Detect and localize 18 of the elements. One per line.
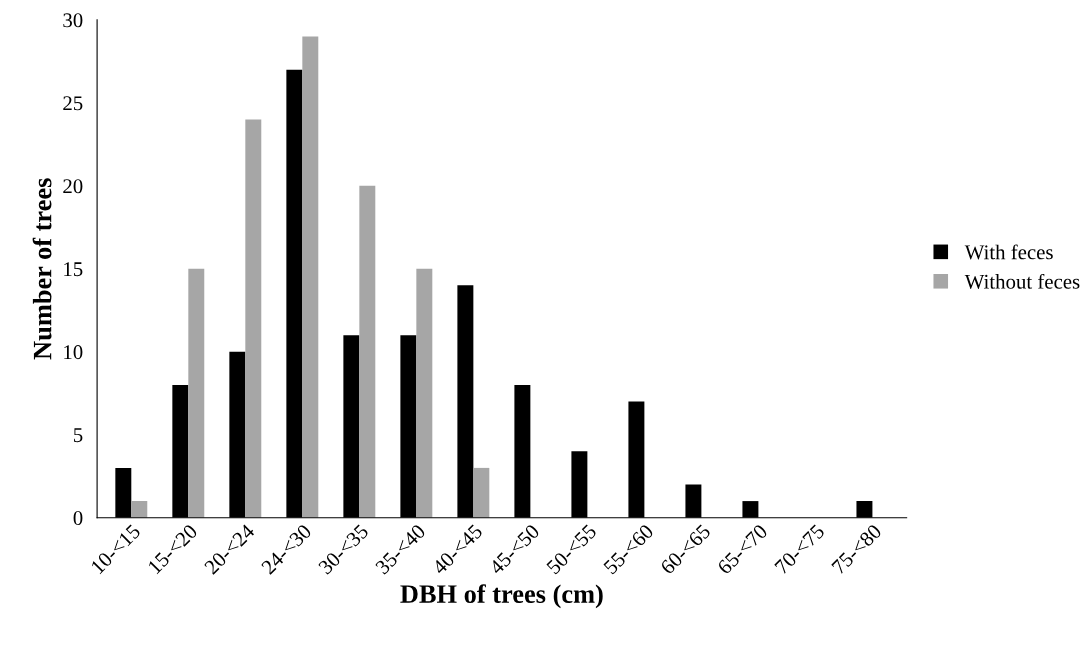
bar	[302, 36, 319, 518]
y-tick-label: 20	[63, 179, 83, 194]
y-tick-label: 10	[64, 345, 83, 360]
y-tick-label: 30	[63, 13, 83, 28]
y-tick-label: 25	[63, 96, 83, 111]
bar	[359, 185, 376, 518]
y-tick-label: 15	[64, 262, 83, 277]
bar	[188, 268, 205, 518]
bar	[131, 501, 148, 518]
bar	[245, 119, 262, 518]
y-axis-title: Number of trees	[32, 178, 52, 360]
bar	[416, 268, 433, 518]
bar	[473, 467, 490, 518]
legend-label: With feces	[964, 244, 1053, 260]
x-axis-title: DBH of trees (cm)	[400, 584, 603, 609]
y-tick-label: 0	[73, 511, 83, 526]
y-tick-label: 5	[74, 428, 83, 443]
legend-label: Without feces	[964, 273, 1080, 289]
